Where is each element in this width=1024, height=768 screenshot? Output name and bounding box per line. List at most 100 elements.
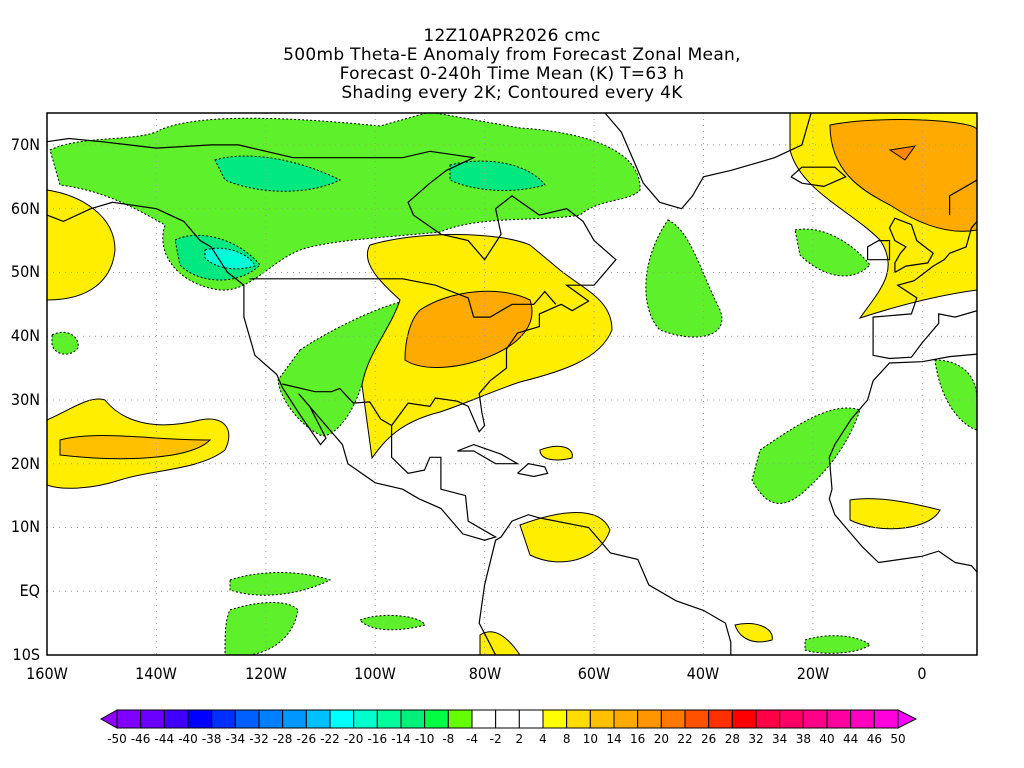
lat-tick-label: 30N	[10, 389, 40, 409]
colorbar-swatch	[258, 709, 284, 729]
negative-anomaly-southwest-us	[277, 299, 411, 437]
negative-anomaly-canada-core	[214, 155, 342, 192]
lat-tick-label: 50N	[10, 262, 40, 282]
lon-tick-label: 160W	[26, 664, 68, 683]
colorbar-label: 26	[701, 732, 717, 746]
colorbar-swatch	[542, 709, 568, 729]
colorbar-swatch	[850, 709, 875, 729]
coastlines	[47, 113, 977, 655]
colorbar-label: -40	[178, 732, 198, 746]
positive-anomaly-caribbean	[539, 445, 573, 461]
positive-anomaly-europe-core	[829, 119, 977, 232]
colorbar-swatch	[566, 709, 591, 729]
positive-anomaly-europe-center	[888, 145, 917, 161]
colorbar-label: -2	[489, 732, 502, 746]
lat-tick-label: EQ	[19, 581, 40, 601]
coastline-south-america	[478, 514, 732, 655]
negative-anomaly-tropical-atlantic	[751, 407, 861, 504]
colorbar-swatch	[424, 709, 449, 729]
colorbar-swatch	[660, 709, 686, 729]
map-frame	[46, 112, 978, 656]
colorbar-swatch	[187, 709, 213, 729]
colorbar-label: 16	[630, 732, 646, 746]
colorbar-label: 40	[819, 732, 835, 746]
lon-tick-label: 120W	[244, 664, 287, 683]
colorbar-label: 14	[606, 732, 622, 746]
colorbar-label: 38	[795, 732, 811, 746]
colorbar-label: -28	[272, 732, 293, 746]
coastline-iberia-france	[872, 221, 977, 360]
grid-lines	[47, 113, 977, 655]
negative-anomaly-labrador-core	[449, 160, 546, 191]
colorbar-label: 4	[539, 732, 547, 746]
colorbar-swatch	[282, 709, 307, 729]
colorbar-swatch	[400, 709, 426, 729]
shading-layer	[47, 113, 977, 655]
colorbar-label: -44	[154, 732, 175, 746]
colorbar-swatch	[708, 709, 733, 729]
colorbar-label: -50	[107, 732, 127, 746]
lat-tick-label: 20N	[10, 453, 40, 473]
colorbar-swatch	[116, 709, 142, 729]
coastline-north-america	[47, 137, 617, 541]
positive-anomaly-pacific-core	[59, 435, 212, 460]
lon-tick-label: 140W	[135, 664, 178, 683]
colorbar-label: 34	[772, 732, 788, 746]
colorbar-swatch	[826, 709, 852, 729]
colorbar-swatch	[755, 709, 781, 729]
negative-anomaly-africa	[934, 359, 977, 431]
lat-tick-label: 10S	[12, 645, 40, 664]
lon-tick-label: 100W	[354, 664, 397, 683]
colorbar-label: 44	[843, 732, 859, 746]
colorbar-label: -34	[225, 732, 246, 746]
title-line-1: 12Z10APR2026 cmc	[423, 26, 601, 46]
colorbar-label: -20	[343, 732, 364, 746]
colorbar-swatch	[329, 709, 355, 729]
coastline-norway	[948, 178, 977, 216]
negative-anomaly-bc-center	[204, 247, 256, 270]
lat-tick-label: 10N	[10, 517, 40, 537]
colorbar	[99, 709, 918, 729]
colorbar-under-triangle	[99, 709, 118, 729]
colorbar-label: 32	[748, 732, 764, 746]
coastline-cuba	[457, 443, 520, 465]
coastline-ireland	[866, 240, 891, 261]
colorbar-label: -22	[320, 732, 340, 746]
positive-anomaly-andes	[479, 631, 521, 655]
colorbar-swatch	[873, 709, 899, 729]
colorbar-swatch	[471, 709, 497, 729]
positive-anomaly-west-africa	[849, 498, 941, 530]
title-line-4: Shading every 2K; Contoured every 4K	[341, 83, 683, 103]
negative-anomaly-south-atlantic	[804, 635, 871, 654]
colorbar-swatch	[211, 709, 236, 729]
colorbar-swatch	[140, 709, 165, 729]
colorbar-label: -14	[391, 732, 411, 746]
lon-tick-label: 20W	[796, 664, 830, 683]
lon-tick-label: 40W	[687, 664, 720, 683]
colorbar-swatch	[731, 709, 757, 729]
colorbar-label: 22	[677, 732, 693, 746]
negative-anomaly-pacific-strip	[359, 615, 426, 631]
colorbar-swatch	[495, 709, 520, 729]
title-line-3: Forecast 0-240h Time Mean (K) T=63 h	[339, 64, 685, 84]
coastline-hispaniola	[517, 463, 549, 478]
coastline-britain	[888, 217, 934, 273]
colorbar-swatch	[353, 709, 378, 729]
colorbar-swatch	[163, 709, 189, 729]
positive-anomaly-south-america	[519, 512, 611, 563]
positive-anomaly-ne-pacific	[47, 189, 116, 301]
lat-tick-label: 70N	[10, 134, 40, 154]
negative-anomaly-pacific-small	[51, 331, 79, 355]
colorbar-swatch	[779, 709, 804, 729]
colorbar-swatch	[518, 709, 544, 729]
colorbar-swatch	[684, 709, 710, 729]
coastline-us-canada-border	[249, 278, 557, 318]
colorbar-label: -8	[442, 732, 455, 746]
colorbar-swatch	[234, 709, 260, 729]
colorbar-label: -4	[466, 732, 478, 746]
negative-anomaly-east-pacific-2	[224, 602, 299, 655]
colorbar-label: -26	[296, 732, 317, 746]
coastline-iceland	[790, 166, 847, 188]
colorbar-swatch	[376, 709, 402, 729]
coastline-us-mexico-border	[282, 383, 392, 427]
